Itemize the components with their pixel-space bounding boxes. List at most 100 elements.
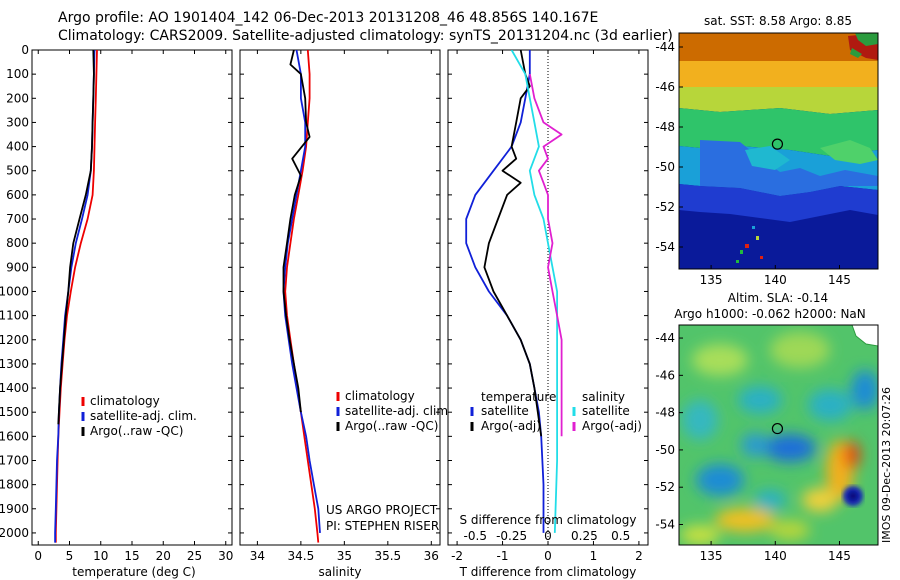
- depth-tick-label: 400: [6, 140, 29, 154]
- x-tick-label: 36: [424, 549, 439, 563]
- temperature-line-2: [57, 50, 95, 425]
- depth-tick-label: 500: [6, 164, 29, 178]
- map-lat-label: -44: [655, 40, 675, 54]
- argo-location-marker: [771, 422, 784, 435]
- map-lat-label: -54: [655, 240, 675, 254]
- temperature-xlabel: temperature (deg C): [72, 565, 195, 579]
- x-tick-label: 2: [635, 549, 643, 563]
- map-lat-label: -46: [655, 368, 675, 382]
- legend-temperature-title: temperature: [481, 390, 556, 404]
- x-tick-label: 35.5: [374, 549, 401, 563]
- legend-s-satellite-label: satellite: [582, 404, 630, 418]
- depth-axis: 0 100 200 300 400 500 600 700 800 900 1000 1100 1200…: [0, 43, 232, 540]
- depth-tick-label: 1500: [0, 405, 29, 419]
- sla-map-axes: 135 140 145 -44 -46 -48 -50 -52 -54: [655, 331, 851, 563]
- x-tick-label: 20: [156, 549, 171, 563]
- legend-climatology-label: climatology: [90, 394, 160, 408]
- sst-map-panel: sat. SST: 8.58 Argo: 8.85 135 140 145 -44 -4…: [655, 14, 879, 287]
- imos-timestamp-label: IMOS 09-Dec-2013 20:07:26: [880, 387, 893, 543]
- x-tick-label: 0: [544, 549, 552, 563]
- salinity-line-2: [282, 50, 311, 413]
- temperature-panel: 0100200300400500600700800900100011001200…: [0, 43, 233, 579]
- salinity-panel: 34 34.5 35 35.5 36 salinity climatology sate…: [239, 49, 452, 579]
- x-tick-label: 10: [93, 549, 108, 563]
- sst-map-frame: [678, 32, 879, 270]
- depth-tick-label: 1300: [0, 357, 29, 371]
- map-lon-label: 135: [700, 273, 723, 287]
- map-lon-label: 140: [764, 549, 787, 563]
- sst-map-title: sat. SST: 8.58 Argo: 8.85: [704, 14, 852, 28]
- x-tick-label: 15: [124, 549, 139, 563]
- map-lon-label: 135: [700, 549, 723, 563]
- map-lat-label: -46: [655, 80, 675, 94]
- x-tick-label: 0: [34, 549, 42, 563]
- depth-tick-label: 300: [6, 115, 29, 129]
- difference-line-0: [465, 50, 545, 533]
- x-tick-label: 1: [590, 549, 598, 563]
- s-tick-label: -0.5: [464, 529, 487, 543]
- credit-project: US ARGO PROJECT: [326, 503, 438, 517]
- sst-map-axes: 135 140 145 -44 -46 -48 -50 -52 -54: [655, 40, 851, 287]
- depth-tick-label: 1600: [0, 429, 29, 443]
- legend-t-argo-label: Argo(-adj): [481, 419, 541, 433]
- x-tick-label: 5: [66, 549, 74, 563]
- map-lat-label: -52: [655, 480, 675, 494]
- depth-tick-label: 0: [21, 43, 29, 57]
- s-difference-x-axis: -0.5 -0.25 0 0.25 0.5: [464, 529, 631, 543]
- s-difference-xlabel: S difference from climatology: [460, 513, 637, 527]
- depth-tick-label: 700: [6, 212, 29, 226]
- salinity-legend: climatology satellite-adj. clim. Argo(..…: [336, 389, 452, 433]
- depth-tick-label: 1800: [0, 478, 29, 492]
- x-tick-label: 34.5: [288, 549, 315, 563]
- x-tick-label: 35: [337, 549, 352, 563]
- x-tick-label: -2: [451, 549, 463, 563]
- temperature-axes-frame: [31, 49, 233, 546]
- t-difference-x-axis: -2 -1 0 1 2: [451, 50, 643, 563]
- depth-tick-label: 1700: [0, 453, 29, 467]
- map-lat-label: -52: [655, 200, 675, 214]
- legend-climatology-label: climatology: [345, 389, 415, 403]
- depth-tick-label: 800: [6, 236, 29, 250]
- difference-panel: -2 -1 0 1 2 -0.5 -0.25 0 0.25 0.5 T difference f…: [447, 49, 649, 579]
- x-tick-label: 34: [250, 549, 265, 563]
- difference-line-3: [528, 73, 563, 437]
- sla-map-subtitle: Argo h1000: -0.062 h2000: NaN: [674, 307, 866, 321]
- salinity-series: [282, 50, 321, 543]
- depth-tick-label: 1400: [0, 381, 29, 395]
- map-lat-label: -44: [655, 331, 675, 345]
- depth-tick-label: 200: [6, 91, 29, 105]
- s-tick-label: 0: [544, 529, 552, 543]
- legend-satellite-label: satellite-adj. clim.: [345, 404, 452, 418]
- temperature-x-axis: 0 5 10 15 20 25 30: [34, 50, 233, 563]
- x-tick-label: 25: [187, 549, 202, 563]
- s-tick-label: -0.25: [496, 529, 527, 543]
- depth-tick-label: 900: [6, 260, 29, 274]
- legend-s-argo-label: Argo(-adj): [582, 419, 642, 433]
- depth-tick-label: 600: [6, 188, 29, 202]
- depth-tick-label: 1100: [0, 309, 29, 323]
- difference-ticks: [448, 49, 648, 534]
- map-lat-label: -54: [655, 517, 675, 531]
- sla-map-title: Altim. SLA: -0.14: [728, 291, 828, 305]
- temperature-series: [54, 50, 98, 543]
- map-lon-label: 145: [828, 549, 851, 563]
- salinity-line-0: [284, 50, 320, 543]
- temperature-legend: climatology satellite-adj. clim. Argo(..…: [81, 394, 197, 438]
- depth-tick-label: 2000: [0, 526, 29, 540]
- salinity-x-axis: 34 34.5 35 35.5 36: [250, 50, 439, 563]
- sla-map-frame: [678, 324, 879, 546]
- map-lon-label: 140: [764, 273, 787, 287]
- difference-legend: temperature satellite Argo(-adj) salinit…: [470, 390, 642, 433]
- salinity-ticks: [240, 49, 440, 534]
- depth-tick-label: 1900: [0, 502, 29, 516]
- depth-tick-label: 1200: [0, 333, 29, 347]
- difference-axes-frame: [447, 49, 649, 546]
- legend-argo-label: Argo(..raw -QC): [345, 419, 438, 433]
- argo-location-marker: [771, 138, 784, 150]
- sla-map-panel: Altim. SLA: -0.14 Argo h1000: -0.062 h20…: [655, 291, 893, 563]
- depth-tick-label: 1000: [0, 284, 29, 298]
- map-lat-label: -50: [655, 443, 675, 457]
- x-tick-label: -1: [497, 549, 509, 563]
- s-tick-label: 0.25: [571, 529, 598, 543]
